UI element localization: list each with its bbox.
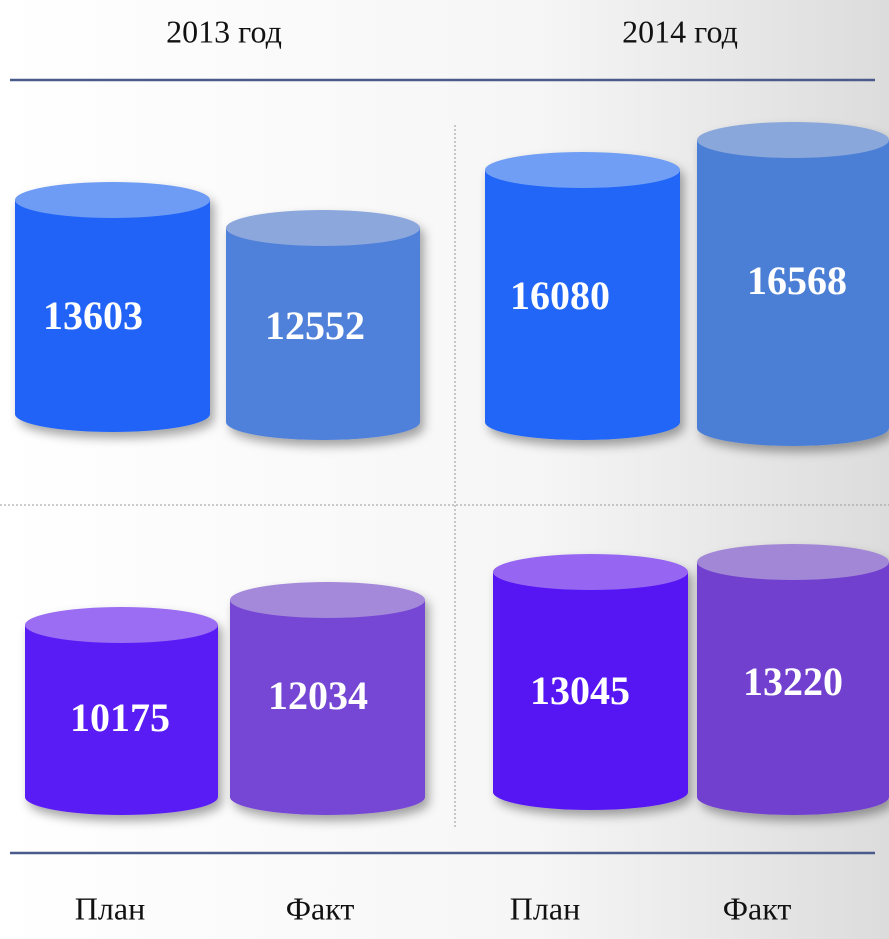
cylinder <box>697 122 889 446</box>
cylinder-top <box>697 544 889 580</box>
cylinder-body <box>15 200 210 432</box>
cylinder <box>15 182 210 432</box>
cylinder-body <box>25 625 218 815</box>
cylinder <box>25 607 218 815</box>
cylinder-top <box>25 607 218 643</box>
cylinder-top <box>15 182 210 218</box>
value-label: 13045 <box>530 668 630 713</box>
cylinder-top <box>697 122 889 158</box>
cylinder <box>697 544 889 815</box>
footer-label: Факт <box>286 890 355 926</box>
year-label: 2014 год <box>622 13 738 49</box>
cylinder <box>226 210 420 440</box>
cylinder <box>493 554 688 810</box>
cylinder-top <box>230 582 425 618</box>
cylinder <box>485 152 680 440</box>
cylinder-body <box>230 600 425 815</box>
year-label: 2013 год <box>166 13 282 49</box>
cylinder-body <box>697 562 889 815</box>
value-label: 13603 <box>43 293 143 338</box>
cylinder-body <box>485 170 680 440</box>
cylinder <box>230 582 425 815</box>
cylinder-body <box>493 572 688 810</box>
value-label: 13220 <box>743 659 843 704</box>
footer-label: Факт <box>723 890 792 926</box>
footer-label: План <box>75 890 145 926</box>
value-label: 12552 <box>265 303 365 348</box>
cylinder-body <box>697 140 889 446</box>
cylinder-top <box>485 152 680 188</box>
value-label: 16568 <box>747 258 847 303</box>
value-label: 10175 <box>70 695 170 740</box>
cylinder-body <box>226 228 420 440</box>
footer-label: План <box>510 890 580 926</box>
cylinder-top <box>493 554 688 590</box>
value-label: 12034 <box>268 673 368 718</box>
cylinder-top <box>226 210 420 246</box>
value-label: 16080 <box>510 273 610 318</box>
